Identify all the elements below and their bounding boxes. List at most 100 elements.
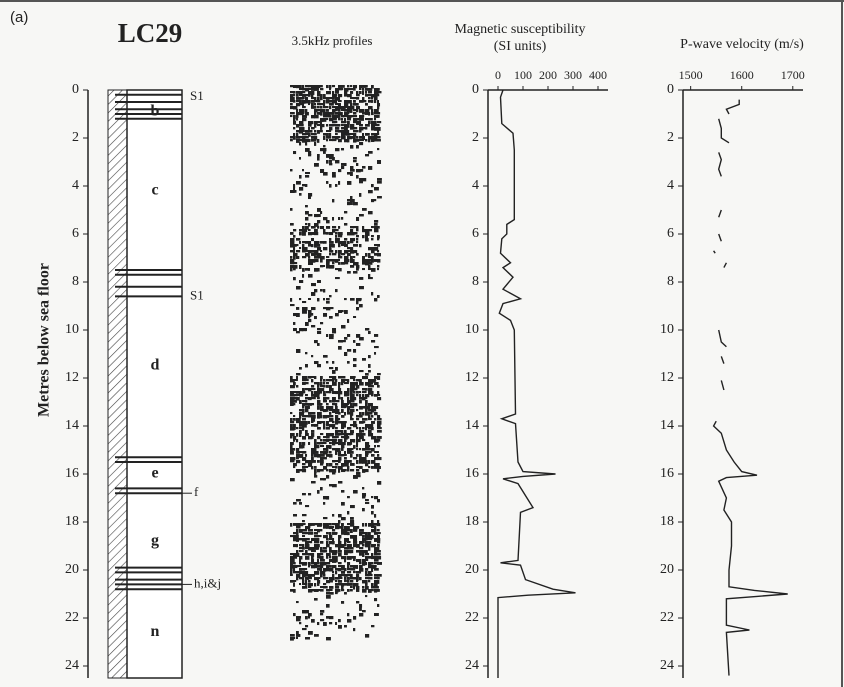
profile-speck: [374, 457, 378, 461]
profile-speck: [365, 445, 370, 449]
profile-speck: [314, 565, 318, 569]
profile-speck: [320, 112, 323, 116]
profile-speck: [362, 178, 367, 182]
profile-speck: [311, 136, 315, 139]
profile-speck: [326, 85, 329, 89]
profile-speck: [344, 337, 348, 340]
profile-speck: [305, 94, 310, 97]
profile-speck: [374, 451, 379, 454]
profile-speck: [371, 466, 374, 469]
profile-speck: [332, 556, 337, 560]
profile-speck: [317, 214, 321, 218]
profile-speck: [338, 130, 342, 133]
profile-speck: [332, 112, 335, 115]
profile-speck: [329, 307, 334, 310]
profile-speck: [311, 115, 316, 119]
profile-speck: [329, 133, 332, 137]
profile-speck: [371, 394, 374, 397]
profile-speck: [311, 232, 315, 235]
profile-speck: [356, 526, 360, 529]
profile-speck: [347, 121, 350, 125]
profile-speck: [332, 523, 337, 526]
profile-speck: [314, 475, 318, 478]
profile-speck: [344, 625, 347, 628]
profile-speck: [374, 550, 378, 554]
profile-speck: [332, 229, 336, 233]
profile-speck: [341, 436, 346, 439]
profile-speck: [305, 88, 310, 92]
profile-speck: [329, 103, 334, 106]
profile-speck: [332, 424, 336, 428]
profile-speck: [347, 391, 350, 395]
profile-speck: [374, 436, 377, 440]
profile-speck: [362, 88, 365, 91]
profile-speck: [317, 226, 320, 229]
profile-speck: [371, 454, 375, 457]
profile-speck: [368, 94, 372, 97]
profile-speck: [290, 424, 293, 428]
profile-speck: [374, 538, 379, 542]
profile-speck: [365, 127, 368, 130]
profile-speck: [359, 421, 364, 424]
profile-speck: [368, 562, 372, 566]
profile-speck: [290, 394, 295, 397]
profile-speck: [320, 124, 325, 128]
profile-speck: [368, 268, 372, 271]
profile-speck: [377, 523, 381, 527]
profile-speck: [299, 550, 304, 553]
profile-speck: [296, 565, 301, 568]
profile-speck: [308, 388, 312, 392]
profile-speck: [371, 256, 374, 260]
data-line: [720, 356, 725, 364]
profile-speck: [326, 112, 331, 116]
profile-speck: [293, 400, 297, 403]
profile-speck: [356, 106, 360, 110]
profile-speck: [371, 433, 374, 437]
profile-speck: [335, 100, 338, 103]
profile-speck: [317, 454, 321, 458]
profile-speck: [317, 109, 322, 112]
profile-speck: [338, 544, 342, 548]
profile-speck: [371, 556, 375, 560]
profile-speck: [299, 157, 302, 160]
profile-speck: [311, 481, 316, 484]
data-line: [717, 152, 723, 177]
profile-speck: [341, 601, 345, 604]
profile-speck: [341, 523, 344, 527]
profile-speck: [362, 358, 366, 361]
profile-speck: [329, 532, 332, 536]
profile-speck: [350, 568, 354, 571]
profile-speck: [353, 556, 356, 559]
profile-speck: [344, 118, 347, 122]
profile-speck: [305, 184, 308, 187]
profile-speck: [302, 130, 305, 133]
profile-speck: [296, 349, 301, 353]
profile-speck: [308, 316, 311, 319]
profile-speck: [347, 409, 350, 413]
profile-speck: [293, 523, 297, 526]
profile-speck: [377, 238, 380, 241]
profile-speck: [317, 442, 321, 445]
profile-speck: [305, 250, 309, 253]
profile-speck: [368, 409, 372, 412]
profile-speck: [344, 544, 347, 547]
profile-speck: [305, 211, 309, 215]
profile-speck: [344, 412, 347, 416]
profile-speck: [335, 571, 338, 575]
profile-speck: [335, 406, 338, 410]
profile-speck: [314, 451, 319, 454]
profile-speck: [293, 613, 296, 617]
profile-speck: [311, 325, 316, 328]
profile-speck: [359, 547, 364, 550]
profile-speck: [338, 520, 341, 524]
profile-speck: [338, 589, 341, 592]
profile-speck: [302, 457, 307, 461]
profile-speck: [338, 382, 341, 386]
profile-speck: [332, 532, 337, 535]
y-tick-label: 6: [472, 226, 479, 241]
profile-speck: [374, 394, 378, 397]
profile-speck: [335, 379, 338, 382]
y-tick-label: 8: [667, 274, 674, 289]
profile-speck: [350, 469, 355, 472]
